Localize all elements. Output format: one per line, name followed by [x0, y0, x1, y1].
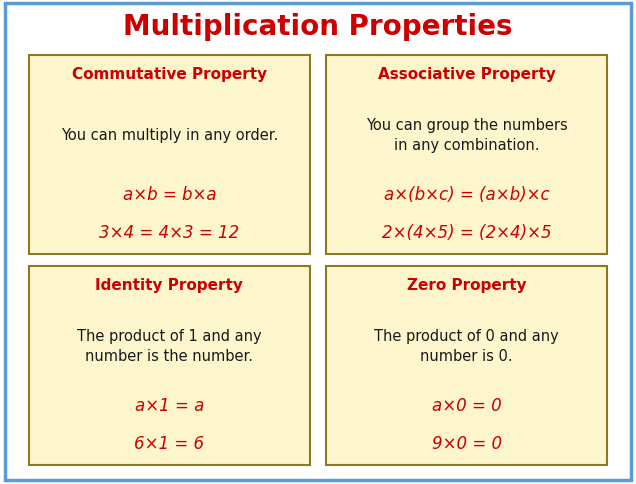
FancyBboxPatch shape — [29, 56, 310, 254]
Text: a×b = b×a: a×b = b×a — [123, 185, 216, 204]
Text: 2×(4×5) = (2×4)×5: 2×(4×5) = (2×4)×5 — [382, 223, 551, 241]
Text: Multiplication Properties: Multiplication Properties — [123, 13, 513, 41]
Text: a×0 = 0: a×0 = 0 — [432, 396, 502, 414]
Text: Commutative Property: Commutative Property — [72, 67, 267, 81]
Text: The product of 1 and any
number is the number.: The product of 1 and any number is the n… — [77, 328, 261, 363]
Text: Zero Property: Zero Property — [407, 277, 527, 292]
Text: Identity Property: Identity Property — [95, 277, 244, 292]
FancyBboxPatch shape — [29, 266, 310, 465]
Text: 6×1 = 6: 6×1 = 6 — [134, 434, 204, 452]
Text: 9×0 = 0: 9×0 = 0 — [432, 434, 502, 452]
Text: 3×4 = 4×3 = 12: 3×4 = 4×3 = 12 — [99, 223, 240, 241]
Text: Associative Property: Associative Property — [378, 67, 556, 81]
Text: The product of 0 and any
number is 0.: The product of 0 and any number is 0. — [375, 328, 559, 363]
Text: You can group the numbers
in any combination.: You can group the numbers in any combina… — [366, 118, 567, 152]
Text: a×(b×c) = (a×b)×c: a×(b×c) = (a×b)×c — [384, 185, 550, 204]
FancyBboxPatch shape — [326, 266, 607, 465]
FancyBboxPatch shape — [326, 56, 607, 254]
Text: You can multiply in any order.: You can multiply in any order. — [60, 128, 278, 142]
Text: a×1 = a: a×1 = a — [135, 396, 204, 414]
